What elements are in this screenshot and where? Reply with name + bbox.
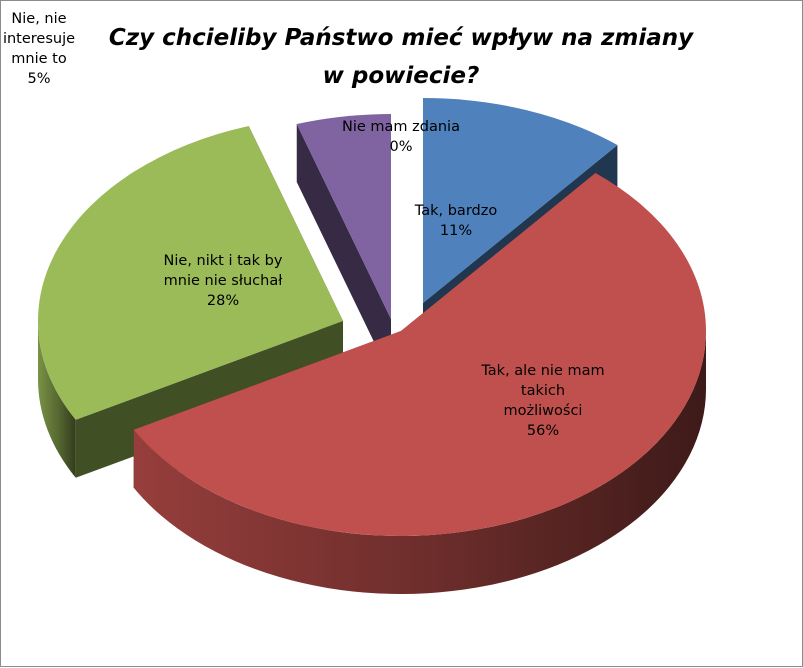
data-label-1: Tak, ale nie mam takich możliwości 56% bbox=[458, 361, 628, 441]
data-label-1-line: możliwości bbox=[503, 403, 583, 419]
pie-slice-wall-3-0 bbox=[296, 124, 391, 377]
data-label-1-line: takich bbox=[520, 383, 566, 399]
data-label-2-line: Nie, nikt i tak by bbox=[163, 253, 283, 269]
pie-slice-side-1-0 bbox=[133, 331, 707, 595]
data-label-2-percent: 28% bbox=[206, 293, 240, 309]
data-label-4-line: Nie mam zdania bbox=[342, 119, 460, 135]
data-label-2: Nie, nikt i tak by mnie nie słuchał 28% bbox=[138, 251, 308, 311]
pie-slice-2 bbox=[37, 126, 343, 420]
data-label-1-line: Tak, ale nie mam bbox=[481, 363, 605, 379]
data-label-4-percent: 0% bbox=[389, 139, 413, 155]
data-label-0-line: Tak, bardzo bbox=[414, 203, 498, 219]
chart-title: Czy chcieliby Państwo mieć wpływ na zmia… bbox=[108, 25, 694, 89]
data-label-1-percent: 56% bbox=[526, 423, 560, 439]
data-label-0-percent: 11% bbox=[439, 223, 473, 239]
data-label-3-percent: 5% bbox=[27, 71, 51, 87]
pie-slice-side-2-0 bbox=[38, 321, 76, 478]
pie-slice-3d-3 bbox=[296, 114, 391, 377]
data-label-3-line: mnie to bbox=[11, 51, 67, 67]
pie-slice-3d-1 bbox=[133, 173, 707, 595]
data-label-0: Tak, bardzo 11% bbox=[396, 201, 516, 241]
data-label-2-line: mnie nie słuchał bbox=[163, 273, 283, 289]
data-label-4: Nie mam zdania 0% bbox=[316, 117, 486, 157]
data-label-3-line: Nie, nie bbox=[11, 11, 67, 27]
pie-slice-1 bbox=[133, 173, 706, 536]
data-label-3: Nie, nie interesuje mnie to 5% bbox=[0, 9, 79, 89]
pie-slice-0 bbox=[423, 98, 618, 303]
data-label-3-line: interesuje bbox=[2, 31, 76, 47]
pie-slice-3 bbox=[296, 114, 391, 319]
